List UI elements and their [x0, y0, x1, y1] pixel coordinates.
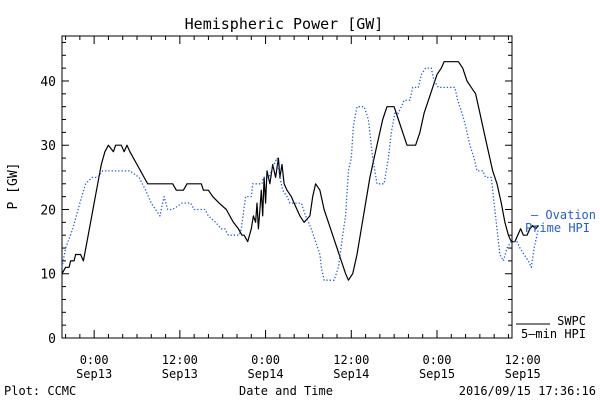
- x-axis-label: Date and Time: [239, 384, 333, 398]
- y-tick-label: 20: [40, 203, 56, 218]
- x-tick-date-label: Sep13: [162, 367, 198, 381]
- plot-frame: [61, 35, 513, 339]
- x-tick-time-label: 12:00: [333, 353, 369, 367]
- series-line-swpc: [61, 61, 539, 281]
- x-tick-time-label: 0:00: [80, 353, 109, 367]
- footer-plot-credit: Plot: CCMC: [4, 384, 76, 398]
- x-tick-date-label: Sep14: [248, 367, 284, 381]
- legend-ovation-label-2: Prime HPI: [525, 221, 590, 235]
- y-tick-label: 30: [40, 139, 56, 154]
- x-tick-time-label: 12:00: [162, 353, 198, 367]
- x-tick-time-label: 0:00: [251, 353, 280, 367]
- legend-ovation-label: – Ovation: [531, 208, 596, 222]
- y-tick-label: 40: [40, 75, 56, 90]
- series-line-ovation-prime: [61, 67, 540, 281]
- chart-title: Hemispheric Power [GW]: [185, 15, 384, 33]
- x-tick-date-label: Sep13: [76, 367, 112, 381]
- y-tick-label: 0: [48, 332, 56, 347]
- x-tick-date-label: Sep15: [419, 367, 455, 381]
- x-tick-time-label: 12:00: [505, 353, 541, 367]
- x-axis: 0:00Sep1312:00Sep130:00Sep1412:00Sep140:…: [65, 36, 541, 381]
- y-tick-label: 10: [40, 268, 56, 283]
- y-axis: 0 10 20 30 40: [40, 41, 512, 347]
- legend: – Ovation Prime HPI SWPC 5–min HPI: [516, 208, 596, 341]
- x-tick-time-label: 0:00: [423, 353, 452, 367]
- legend-swpc-label-2: 5–min HPI: [521, 327, 586, 341]
- series-layer: [61, 61, 540, 281]
- x-tick-date-label: Sep14: [333, 367, 369, 381]
- y-axis-label: P [GW]: [6, 163, 21, 210]
- footer-timestamp: 2016/09/15 17:36:16: [459, 384, 596, 398]
- x-tick-date-label: Sep15: [505, 367, 541, 381]
- plot-area-border: [61, 35, 513, 339]
- legend-swpc-label: SWPC: [557, 314, 586, 328]
